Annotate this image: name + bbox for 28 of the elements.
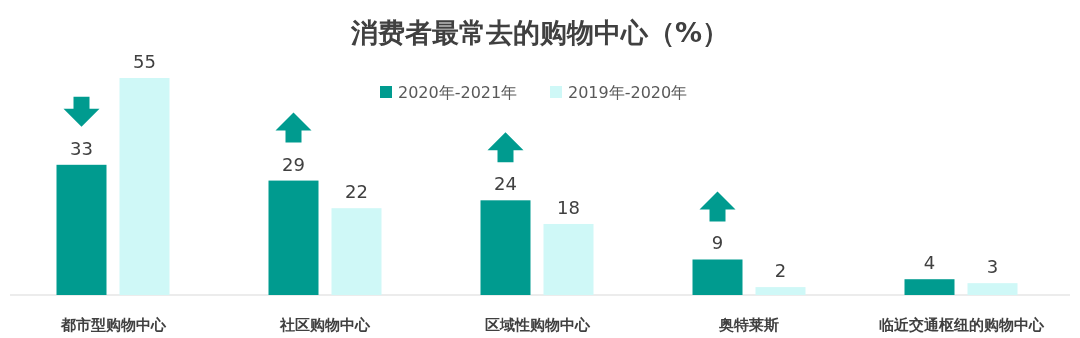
bar xyxy=(268,180,319,295)
data-label: 24 xyxy=(494,173,517,195)
bar xyxy=(56,164,107,295)
bar xyxy=(480,200,531,295)
legend-label: 2020年-2021年 xyxy=(398,83,518,102)
data-label: 55 xyxy=(133,51,156,72)
chart-title: 消费者最常去的购物中心（%） xyxy=(349,17,730,48)
data-label: 9 xyxy=(711,232,724,254)
data-label: 4 xyxy=(923,252,936,274)
bar xyxy=(119,78,170,295)
bar xyxy=(331,208,382,295)
bar xyxy=(692,259,743,295)
data-label: 29 xyxy=(282,153,305,175)
data-label: 2 xyxy=(774,260,787,282)
data-label: 22 xyxy=(345,181,368,203)
bar xyxy=(967,283,1018,295)
data-label: 18 xyxy=(557,196,580,218)
bar xyxy=(755,287,806,295)
x-tick-label: 社区购物中心 xyxy=(279,316,371,334)
x-tick-label: 区域性购物中心 xyxy=(484,316,591,334)
bar xyxy=(543,223,594,295)
x-tick-label: 临近交通枢纽的购物中心 xyxy=(878,316,1045,334)
x-tick-label: 奥特莱斯 xyxy=(718,316,779,334)
legend-label: 2019年-2020年 xyxy=(568,83,688,102)
bar xyxy=(904,279,955,295)
x-tick-label: 都市型购物中心 xyxy=(59,316,167,334)
data-label: 3 xyxy=(986,256,999,278)
data-label: 33 xyxy=(70,137,93,159)
